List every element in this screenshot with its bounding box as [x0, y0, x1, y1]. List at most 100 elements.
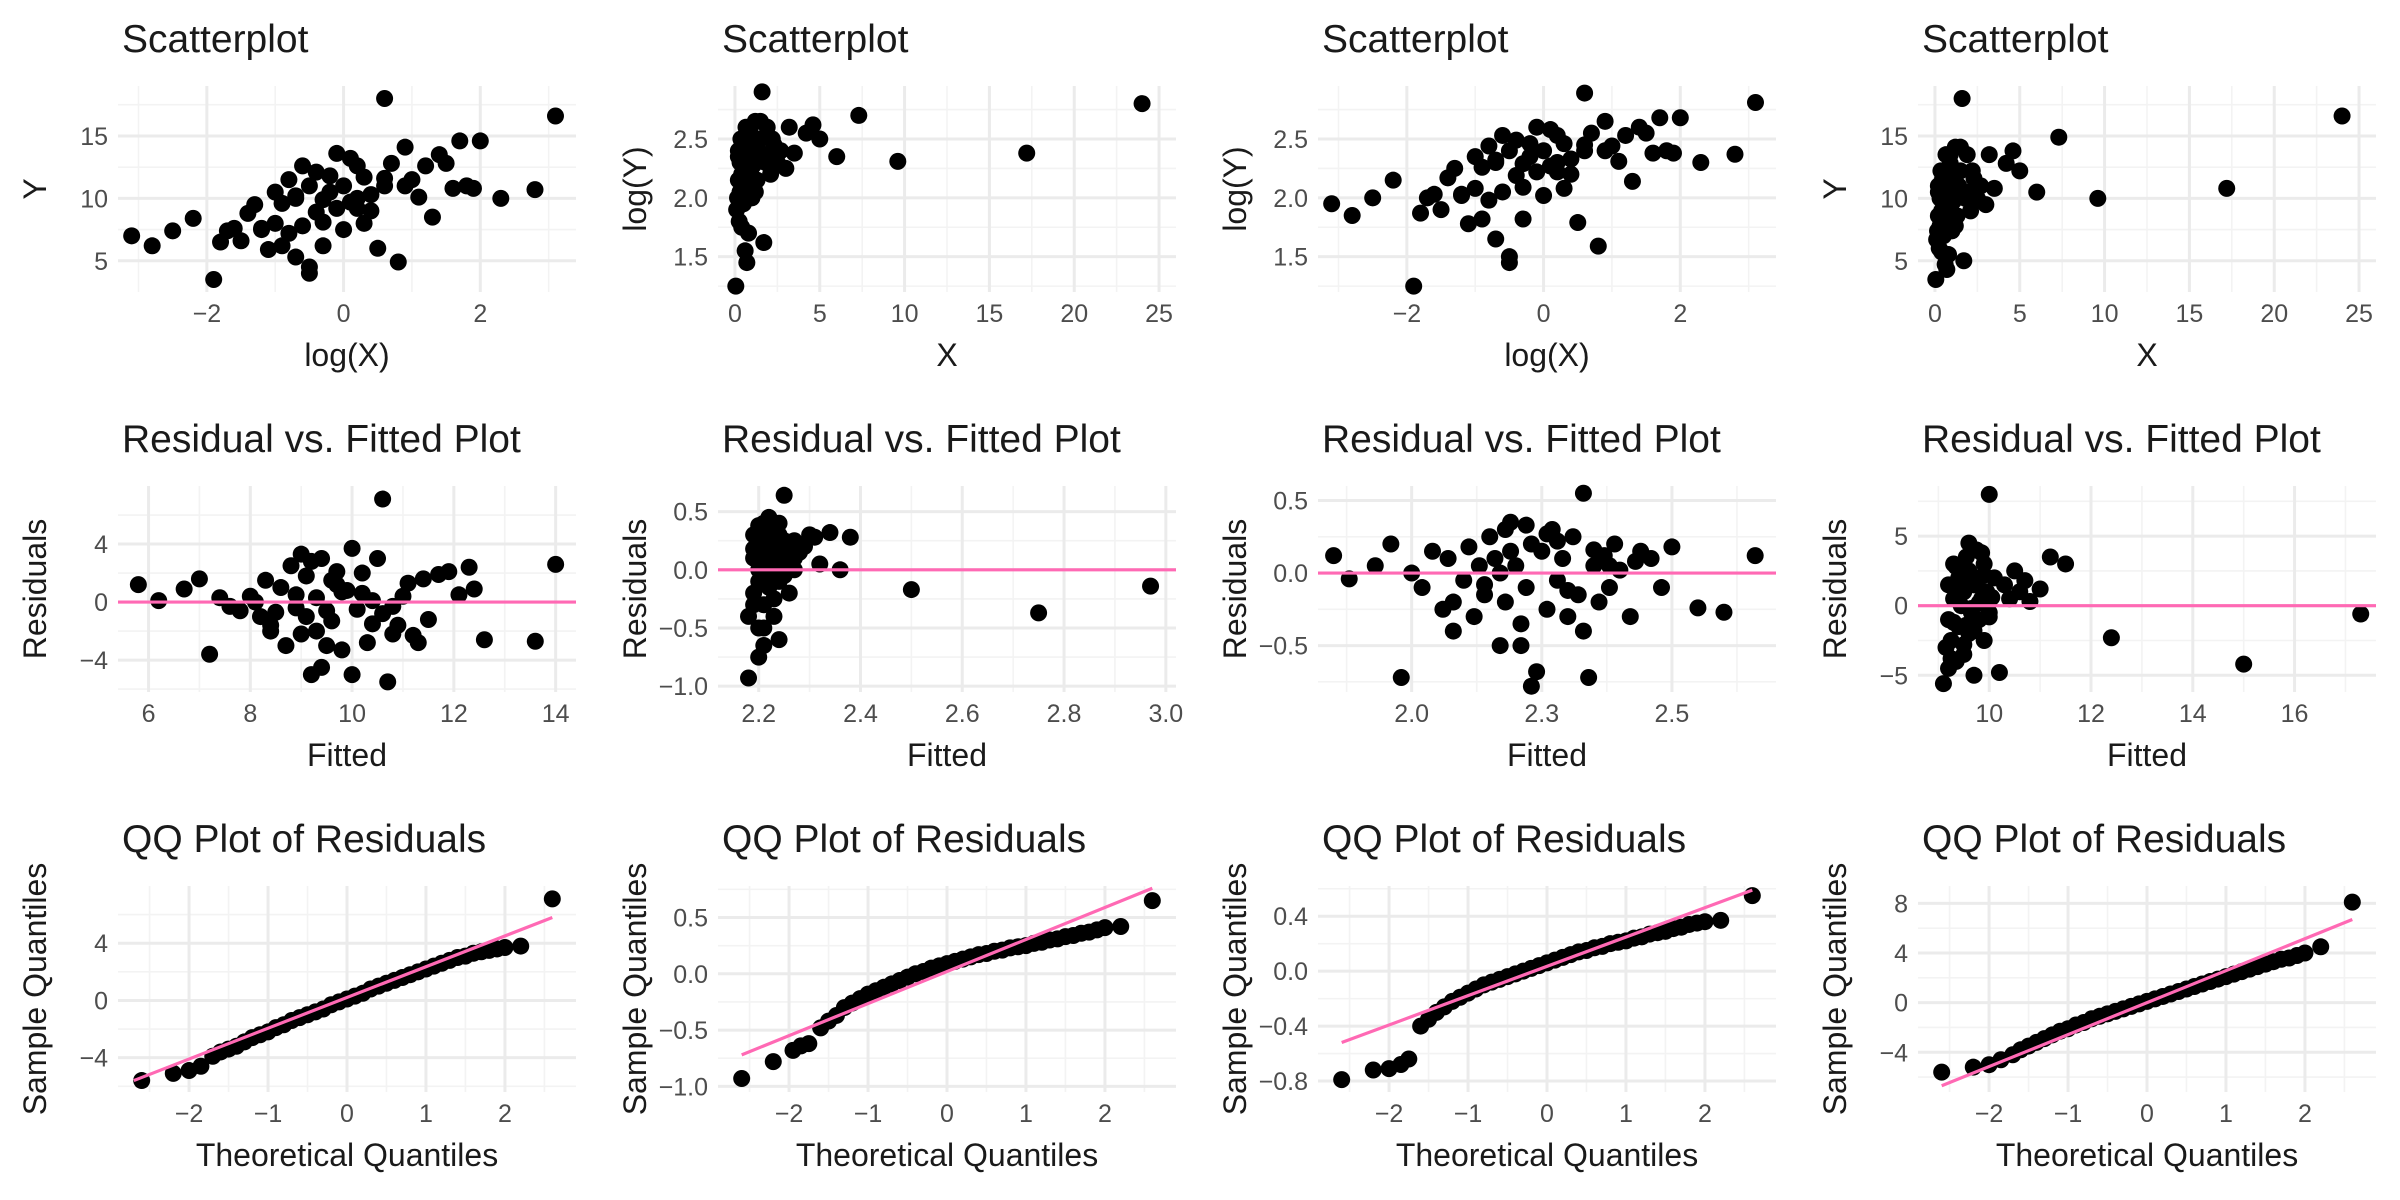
data-point: [1514, 178, 1532, 196]
y-tick-label: −4: [79, 647, 108, 675]
data-point: [164, 222, 182, 240]
data-point: [1569, 214, 1587, 232]
data-point: [307, 622, 325, 640]
data-point: [321, 167, 339, 185]
data-point: [800, 1035, 818, 1053]
data-point: [374, 605, 392, 623]
x-tick-label: 0: [728, 300, 742, 328]
data-point: [2031, 580, 2049, 598]
data-point: [1535, 186, 1553, 204]
data-point: [1030, 604, 1048, 622]
x-tick-label: 2: [473, 300, 487, 328]
data-point: [841, 528, 859, 546]
data-point: [1528, 663, 1546, 681]
x-tick-label: −2: [1975, 1100, 2004, 1128]
x-axis-title: Fitted: [1507, 737, 1587, 773]
data-point: [1432, 201, 1450, 219]
data-point: [1945, 192, 1963, 210]
data-point: [1990, 664, 2008, 682]
data-point: [399, 574, 417, 592]
y-axis-title: Residuals: [1217, 519, 1253, 660]
data-point: [246, 196, 264, 214]
x-tick-label: 14: [542, 700, 570, 728]
x-tick-label: 0: [2140, 1100, 2154, 1128]
data-point: [374, 490, 392, 508]
data-point: [335, 177, 353, 195]
data-point: [1470, 557, 1488, 575]
y-tick-label: 1.5: [673, 244, 708, 272]
data-point: [2312, 938, 2330, 956]
data-point: [1562, 150, 1580, 168]
data-point: [1480, 137, 1498, 155]
data-point: [1425, 185, 1443, 203]
data-point: [1946, 217, 1964, 235]
plot-area: [1333, 887, 1761, 1089]
plot-area: [1323, 84, 1764, 295]
data-point: [526, 632, 544, 650]
data-point: [369, 239, 387, 257]
data-point: [475, 631, 493, 649]
data-point: [1947, 558, 1965, 576]
data-point: [294, 157, 312, 175]
data-point: [1466, 179, 1484, 197]
data-point: [2235, 655, 2253, 673]
data-point: [1945, 613, 1963, 631]
data-point: [1496, 593, 1514, 611]
x-tick-label: 5: [813, 300, 827, 328]
data-point: [804, 116, 822, 134]
data-point: [2028, 183, 2046, 201]
data-point: [1955, 252, 1973, 270]
data-point: [1343, 206, 1361, 224]
data-point: [1502, 513, 1520, 531]
data-point: [889, 152, 907, 170]
plot-title: QQ Plot of Residuals: [122, 818, 486, 861]
y-tick-label: 4: [1894, 940, 1908, 968]
data-point: [2016, 572, 2034, 590]
y-tick-label: −1.0: [659, 673, 708, 701]
data-point: [1486, 550, 1504, 568]
data-point: [287, 248, 305, 266]
x-tick-label: 15: [976, 300, 1004, 328]
data-point: [1743, 887, 1761, 905]
data-point: [1512, 615, 1530, 633]
data-point: [313, 550, 331, 568]
data-point: [1554, 550, 1572, 568]
y-axis-title: Sample Quantiles: [617, 863, 653, 1116]
data-point: [353, 564, 371, 582]
data-point: [1712, 911, 1730, 929]
data-point: [1942, 650, 1960, 668]
data-point: [1574, 622, 1592, 640]
data-point: [465, 580, 483, 598]
data-point: [1936, 177, 1954, 195]
data-point: [764, 1053, 782, 1071]
x-tick-label: 0: [1928, 300, 1942, 328]
data-point: [1392, 668, 1410, 686]
data-point: [760, 570, 778, 588]
data-point: [1617, 126, 1635, 144]
data-point: [266, 183, 284, 201]
y-tick-label: 2.5: [673, 126, 708, 154]
x-tick-label: 2.4: [843, 700, 878, 728]
data-point: [2343, 893, 2361, 911]
data-point: [1980, 146, 1998, 164]
data-point: [2102, 629, 2120, 647]
data-point: [280, 171, 298, 189]
plot-svg-p32: −2 −1 0 1 2 −1.0 −0.5 0.0 0.5 QQ Plot of Residual…: [617, 818, 1176, 1173]
plot-title: QQ Plot of Residuals: [1922, 818, 2286, 861]
x-tick-label: 0: [940, 1100, 954, 1128]
x-tick-label: 2: [1673, 300, 1687, 328]
y-tick-label: 0: [1894, 593, 1908, 621]
data-point: [1538, 600, 1556, 618]
data-point: [765, 607, 783, 625]
data-point: [492, 189, 510, 207]
data-point: [1610, 152, 1628, 170]
data-point: [437, 154, 455, 172]
data-point: [333, 641, 351, 659]
data-point: [1746, 547, 1764, 565]
data-point: [313, 658, 331, 676]
plot-title: Scatterplot: [1922, 18, 2109, 61]
data-point: [410, 188, 428, 206]
plot-area: [123, 89, 564, 289]
data-point: [1651, 109, 1669, 127]
data-point: [1955, 636, 1973, 654]
